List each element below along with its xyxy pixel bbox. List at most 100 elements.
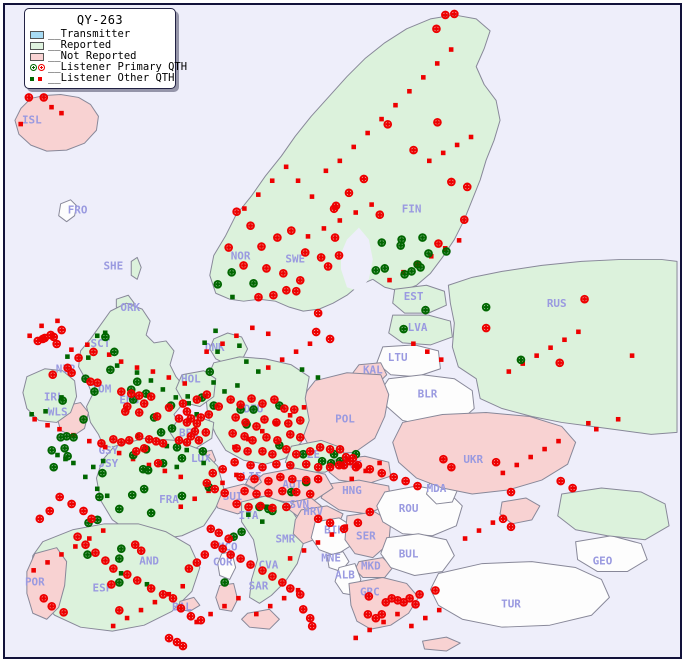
listener-primary-qth-marker[interactable] xyxy=(270,395,279,404)
listener-primary-qth-marker[interactable] xyxy=(462,182,472,192)
listener-primary-qth-marker[interactable] xyxy=(58,396,67,405)
listener-primary-qth-marker[interactable] xyxy=(353,518,363,528)
listener-primary-qth-marker[interactable] xyxy=(434,239,443,248)
listener-primary-qth-marker[interactable] xyxy=(278,486,287,496)
listener-primary-qth-marker[interactable] xyxy=(339,524,349,534)
listener-other-qth-marker[interactable] xyxy=(184,447,190,453)
listener-primary-qth-marker[interactable] xyxy=(134,408,144,417)
listener-primary-qth-marker[interactable] xyxy=(220,488,230,498)
listener-primary-qth-marker[interactable] xyxy=(555,358,565,368)
listener-primary-qth-marker[interactable] xyxy=(254,292,263,302)
listener-primary-qth-marker[interactable] xyxy=(241,418,250,427)
listener-primary-qth-marker[interactable] xyxy=(231,413,240,422)
listener-primary-qth-marker[interactable] xyxy=(230,457,239,467)
listener-primary-qth-marker[interactable] xyxy=(315,442,325,452)
listener-other-qth-marker[interactable] xyxy=(267,603,273,609)
listener-primary-qth-marker[interactable] xyxy=(90,387,99,396)
listener-primary-qth-marker[interactable] xyxy=(331,201,341,211)
listener-primary-qth-marker[interactable] xyxy=(243,446,252,456)
listener-primary-qth-marker[interactable] xyxy=(95,492,104,502)
listener-primary-qth-marker[interactable] xyxy=(192,558,202,567)
listener-primary-qth-marker[interactable] xyxy=(59,607,68,617)
listener-primary-qth-marker[interactable] xyxy=(24,93,34,102)
listener-other-qth-marker[interactable] xyxy=(194,412,199,417)
listener-primary-qth-marker[interactable] xyxy=(97,438,106,448)
listener-primary-qth-marker[interactable] xyxy=(325,462,335,472)
listener-primary-qth-marker[interactable] xyxy=(132,377,142,387)
listener-other-qth-marker[interactable] xyxy=(436,607,442,613)
listener-primary-qth-marker[interactable] xyxy=(580,294,589,304)
listener-other-qth-marker[interactable] xyxy=(146,462,152,468)
listener-primary-qth-marker[interactable] xyxy=(204,410,214,419)
listener-primary-qth-marker[interactable] xyxy=(313,514,323,524)
listener-primary-qth-marker[interactable] xyxy=(177,453,187,463)
listener-primary-qth-marker[interactable] xyxy=(55,492,65,502)
listener-other-qth-marker[interactable] xyxy=(259,428,265,434)
listener-primary-qth-marker[interactable] xyxy=(295,416,305,425)
listener-primary-qth-marker[interactable] xyxy=(178,399,188,408)
listener-other-qth-marker[interactable] xyxy=(114,363,120,368)
listener-primary-qth-marker[interactable] xyxy=(285,584,295,593)
listener-primary-qth-marker[interactable] xyxy=(287,474,297,484)
listener-primary-qth-marker[interactable] xyxy=(325,334,335,344)
listener-other-qth-marker[interactable] xyxy=(138,607,144,613)
listener-primary-qth-marker[interactable] xyxy=(114,504,124,514)
listener-other-qth-marker[interactable] xyxy=(315,375,321,380)
listener-primary-qth-marker[interactable] xyxy=(289,405,299,414)
listener-primary-qth-marker[interactable] xyxy=(114,578,124,587)
listener-primary-qth-marker[interactable] xyxy=(363,609,373,619)
listener-primary-qth-marker[interactable] xyxy=(139,443,149,453)
listener-other-qth-marker[interactable] xyxy=(337,158,343,164)
listener-primary-qth-marker[interactable] xyxy=(280,404,289,413)
listener-other-qth-marker[interactable] xyxy=(315,540,321,545)
listener-primary-qth-marker[interactable] xyxy=(276,472,285,482)
listener-primary-qth-marker[interactable] xyxy=(335,444,345,454)
listener-primary-qth-marker[interactable] xyxy=(305,489,315,499)
listener-primary-qth-marker[interactable] xyxy=(164,633,174,643)
listener-other-qth-marker[interactable] xyxy=(594,426,599,432)
listener-other-qth-marker[interactable] xyxy=(283,164,289,170)
listener-primary-qth-marker[interactable] xyxy=(131,446,141,456)
listener-other-qth-marker[interactable] xyxy=(178,474,184,480)
listener-primary-qth-marker[interactable] xyxy=(210,540,220,550)
listener-primary-qth-marker[interactable] xyxy=(130,540,140,550)
listener-primary-qth-marker[interactable] xyxy=(300,248,310,257)
listener-primary-qth-marker[interactable] xyxy=(506,522,516,532)
listener-primary-qth-marker[interactable] xyxy=(110,347,119,357)
listener-other-qth-marker[interactable] xyxy=(94,486,100,492)
listener-primary-qth-marker[interactable] xyxy=(198,446,208,456)
listener-primary-qth-marker[interactable] xyxy=(291,449,301,459)
listener-primary-qth-marker[interactable] xyxy=(481,302,491,312)
listener-primary-qth-marker[interactable] xyxy=(210,484,220,494)
listener-other-qth-marker[interactable] xyxy=(164,443,170,449)
listener-primary-qth-marker[interactable] xyxy=(52,339,62,349)
listener-primary-qth-marker[interactable] xyxy=(249,278,258,288)
listener-primary-qth-marker[interactable] xyxy=(459,215,469,225)
listener-other-qth-marker[interactable] xyxy=(71,460,76,466)
listener-primary-qth-marker[interactable] xyxy=(39,594,49,603)
listener-other-qth-marker[interactable] xyxy=(246,436,251,442)
listener-other-qth-marker[interactable] xyxy=(379,116,384,122)
listener-primary-qth-marker[interactable] xyxy=(305,613,315,623)
listener-primary-qth-marker[interactable] xyxy=(205,367,215,377)
listener-primary-qth-marker[interactable] xyxy=(418,233,427,242)
listener-primary-qth-marker[interactable] xyxy=(208,468,218,478)
listener-primary-qth-marker[interactable] xyxy=(272,459,281,469)
listener-other-qth-marker[interactable] xyxy=(287,556,293,561)
listener-primary-qth-marker[interactable] xyxy=(232,499,241,509)
listener-other-qth-marker[interactable] xyxy=(31,568,36,573)
listener-other-qth-marker[interactable] xyxy=(329,532,335,537)
listener-other-qth-marker[interactable] xyxy=(150,369,156,374)
listener-primary-qth-marker[interactable] xyxy=(439,454,448,464)
listener-primary-qth-marker[interactable] xyxy=(278,578,287,587)
listener-primary-qth-marker[interactable] xyxy=(311,327,321,337)
listener-primary-qth-marker[interactable] xyxy=(89,347,98,357)
listener-other-qth-marker[interactable] xyxy=(186,401,191,406)
listener-primary-qth-marker[interactable] xyxy=(258,399,267,408)
listener-other-qth-marker[interactable] xyxy=(295,587,301,593)
listener-primary-qth-marker[interactable] xyxy=(325,444,335,454)
listener-primary-qth-marker[interactable] xyxy=(377,609,387,619)
listener-primary-qth-marker[interactable] xyxy=(194,436,204,445)
listener-primary-qth-marker[interactable] xyxy=(447,177,456,187)
listener-other-qth-marker[interactable] xyxy=(204,349,209,354)
